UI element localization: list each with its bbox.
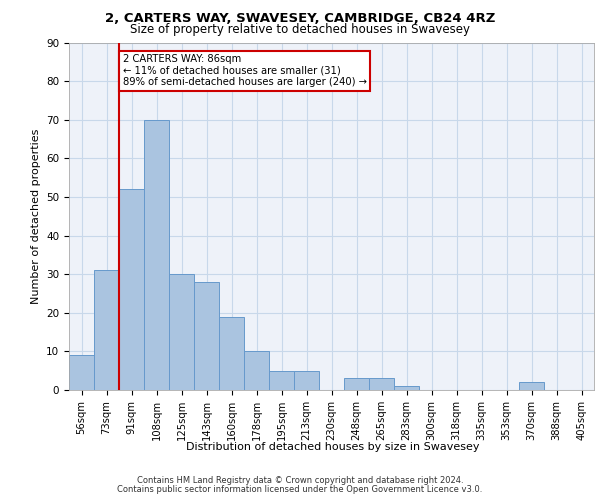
Bar bbox=[219, 316, 244, 390]
Bar bbox=[519, 382, 544, 390]
Bar bbox=[119, 189, 144, 390]
Bar bbox=[244, 352, 269, 390]
Text: 2 CARTERS WAY: 86sqm
← 11% of detached houses are smaller (31)
89% of semi-detac: 2 CARTERS WAY: 86sqm ← 11% of detached h… bbox=[123, 54, 367, 88]
Bar bbox=[169, 274, 194, 390]
Bar bbox=[94, 270, 119, 390]
Bar bbox=[394, 386, 419, 390]
Bar bbox=[144, 120, 169, 390]
Bar bbox=[344, 378, 369, 390]
Text: Contains HM Land Registry data © Crown copyright and database right 2024.: Contains HM Land Registry data © Crown c… bbox=[137, 476, 463, 485]
Text: Size of property relative to detached houses in Swavesey: Size of property relative to detached ho… bbox=[130, 22, 470, 36]
Text: Contains public sector information licensed under the Open Government Licence v3: Contains public sector information licen… bbox=[118, 485, 482, 494]
Bar bbox=[194, 282, 219, 390]
Y-axis label: Number of detached properties: Number of detached properties bbox=[31, 128, 41, 304]
Bar bbox=[69, 355, 94, 390]
Text: Distribution of detached houses by size in Swavesey: Distribution of detached houses by size … bbox=[186, 442, 480, 452]
Bar bbox=[369, 378, 394, 390]
Bar bbox=[269, 370, 294, 390]
Bar bbox=[294, 370, 319, 390]
Text: 2, CARTERS WAY, SWAVESEY, CAMBRIDGE, CB24 4RZ: 2, CARTERS WAY, SWAVESEY, CAMBRIDGE, CB2… bbox=[105, 12, 495, 26]
